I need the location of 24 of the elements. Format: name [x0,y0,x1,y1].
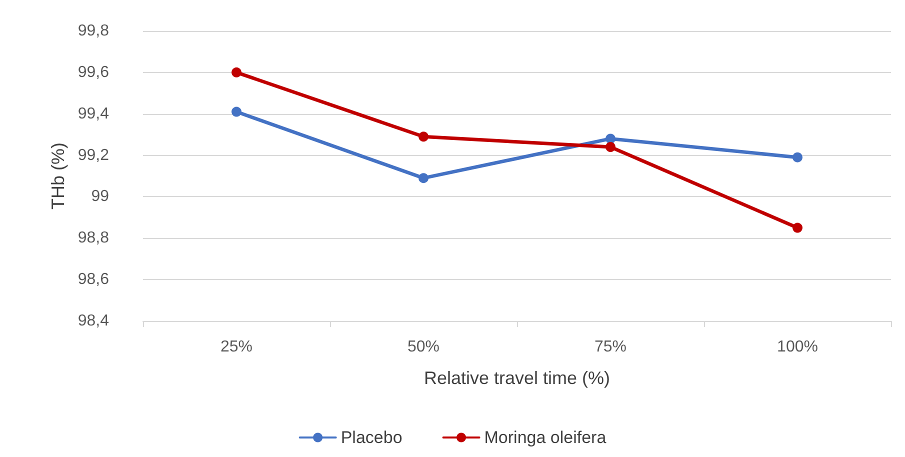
legend-label: Placebo [340,428,402,447]
y-tick-label: 99,2 [78,146,110,164]
y-tick-label: 99,4 [78,105,110,122]
x-tick-label: 50% [407,338,440,356]
point [418,132,428,142]
y-tick-label: 99 [91,188,110,206]
y-tick-label: 99,6 [78,64,110,81]
point [606,142,616,152]
x-axis-title: Relative travel time (%) [424,368,610,388]
y-tick-label: 98,6 [78,271,110,288]
x-tick-label: 100% [777,338,818,356]
point [418,173,428,184]
x-tick-label: 25% [220,338,253,356]
y-tick-label: 98,8 [78,230,110,247]
point [606,134,616,144]
point [232,67,242,78]
y-axis-title: THb (%) [48,142,68,210]
y-tick-label: 98,4 [78,312,110,330]
legend-label: Moringa oleifera [484,428,607,447]
x-tick-label: 75% [594,338,627,356]
y-tick-label: 99,8 [78,22,110,40]
point [792,152,802,162]
point [232,106,242,117]
point [792,222,802,233]
